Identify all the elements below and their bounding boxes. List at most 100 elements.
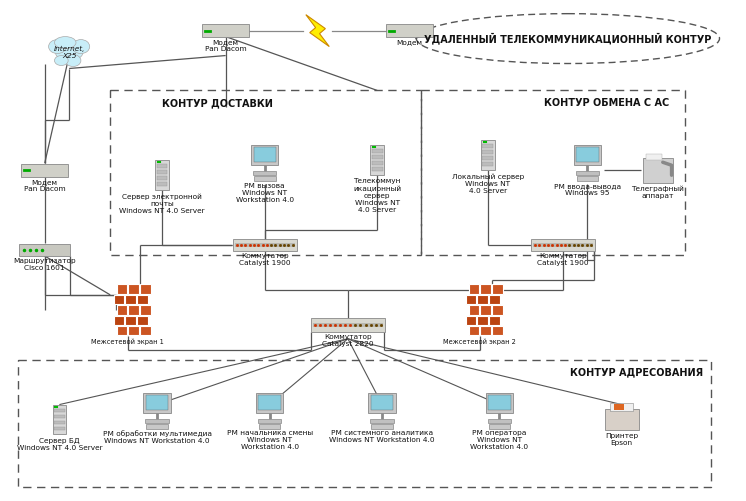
FancyBboxPatch shape — [489, 316, 500, 325]
FancyBboxPatch shape — [489, 423, 510, 428]
FancyBboxPatch shape — [480, 326, 491, 335]
Ellipse shape — [65, 55, 81, 67]
FancyBboxPatch shape — [370, 145, 384, 175]
Text: Коммутатор
Catalyst 1900: Коммутатор Catalyst 1900 — [239, 254, 290, 267]
FancyBboxPatch shape — [259, 423, 280, 428]
FancyBboxPatch shape — [610, 403, 633, 410]
Polygon shape — [306, 15, 329, 47]
FancyBboxPatch shape — [258, 418, 281, 422]
Text: Сервер электронной
почты
Windows NT 4.0 Server: Сервер электронной почты Windows NT 4.0 … — [119, 193, 205, 213]
FancyBboxPatch shape — [140, 305, 151, 315]
Ellipse shape — [48, 40, 66, 54]
FancyBboxPatch shape — [533, 243, 593, 247]
FancyBboxPatch shape — [128, 326, 139, 335]
FancyBboxPatch shape — [54, 420, 65, 424]
Ellipse shape — [54, 37, 76, 49]
Text: РМ ввода-вывода
Windows 95: РМ ввода-вывода Windows 95 — [554, 183, 621, 196]
Text: Принтер
Epson: Принтер Epson — [605, 433, 639, 446]
FancyBboxPatch shape — [54, 414, 65, 418]
Bar — [421, 91, 686, 255]
FancyBboxPatch shape — [466, 295, 477, 304]
FancyBboxPatch shape — [155, 160, 169, 190]
FancyBboxPatch shape — [258, 395, 281, 409]
FancyBboxPatch shape — [113, 316, 125, 325]
FancyBboxPatch shape — [113, 295, 125, 304]
FancyBboxPatch shape — [483, 162, 493, 166]
FancyBboxPatch shape — [137, 295, 148, 304]
FancyBboxPatch shape — [492, 285, 503, 294]
FancyBboxPatch shape — [477, 316, 488, 325]
Text: Телеграфный
аппарат: Телеграфный аппарат — [631, 186, 684, 199]
Text: РМ системного аналитика
Windows NT Workstation 4.0: РМ системного аналитика Windows NT Works… — [329, 430, 435, 443]
FancyBboxPatch shape — [116, 326, 128, 335]
FancyBboxPatch shape — [483, 156, 493, 160]
FancyBboxPatch shape — [146, 395, 169, 409]
FancyBboxPatch shape — [146, 423, 168, 428]
FancyBboxPatch shape — [125, 316, 136, 325]
FancyBboxPatch shape — [140, 326, 151, 335]
FancyBboxPatch shape — [202, 24, 249, 37]
FancyBboxPatch shape — [492, 326, 503, 335]
FancyBboxPatch shape — [576, 171, 599, 175]
FancyBboxPatch shape — [614, 404, 624, 409]
FancyBboxPatch shape — [52, 405, 66, 434]
FancyBboxPatch shape — [483, 150, 493, 154]
FancyBboxPatch shape — [386, 24, 433, 37]
FancyBboxPatch shape — [483, 144, 493, 148]
FancyBboxPatch shape — [251, 145, 278, 165]
Text: РМ обработки мультимедиа
Windows NT Workstation 4.0: РМ обработки мультимедиа Windows NT Work… — [103, 430, 212, 444]
FancyBboxPatch shape — [643, 158, 673, 183]
Text: Internet,
X25: Internet, X25 — [54, 46, 85, 59]
Text: УДАЛЕННЫЙ ТЕЛЕКОММУНИКАЦИОННЫЙ КОНТУР: УДАЛЕННЫЙ ТЕЛЕКОММУНИКАЦИОННЫЙ КОНТУР — [424, 33, 712, 45]
FancyBboxPatch shape — [157, 182, 167, 186]
Text: Локальный сервер
Windows NT
4.0 Server: Локальный сервер Windows NT 4.0 Server — [451, 173, 524, 194]
FancyBboxPatch shape — [137, 316, 148, 325]
FancyBboxPatch shape — [140, 285, 151, 294]
Text: Модем: Модем — [396, 39, 422, 45]
FancyBboxPatch shape — [372, 155, 383, 159]
FancyBboxPatch shape — [116, 285, 128, 294]
FancyBboxPatch shape — [157, 170, 167, 174]
FancyBboxPatch shape — [576, 147, 599, 162]
Text: Межсетевой экран 2: Межсетевой экран 2 — [443, 339, 516, 345]
Ellipse shape — [55, 45, 83, 61]
FancyBboxPatch shape — [488, 395, 511, 409]
FancyBboxPatch shape — [254, 176, 275, 181]
FancyBboxPatch shape — [145, 418, 169, 422]
Bar — [19, 360, 711, 487]
FancyBboxPatch shape — [311, 318, 384, 332]
FancyBboxPatch shape — [254, 147, 276, 162]
FancyBboxPatch shape — [574, 145, 601, 165]
Text: КОНТУР ДОСТАВКИ: КОНТУР ДОСТАВКИ — [162, 98, 273, 108]
FancyBboxPatch shape — [21, 164, 68, 177]
FancyBboxPatch shape — [372, 167, 383, 171]
Text: КОНТУР ОБМЕНА С АС: КОНТУР ОБМЕНА С АС — [545, 98, 670, 108]
FancyBboxPatch shape — [488, 418, 511, 422]
FancyBboxPatch shape — [371, 395, 393, 409]
FancyBboxPatch shape — [313, 323, 383, 327]
FancyBboxPatch shape — [54, 408, 65, 412]
FancyBboxPatch shape — [143, 393, 171, 412]
FancyBboxPatch shape — [157, 164, 167, 168]
Text: РМ вызова
Windows NT
Workstation 4.0: РМ вызова Windows NT Workstation 4.0 — [236, 183, 294, 203]
FancyBboxPatch shape — [481, 140, 495, 170]
FancyBboxPatch shape — [125, 295, 136, 304]
FancyBboxPatch shape — [480, 305, 491, 315]
FancyBboxPatch shape — [489, 295, 500, 304]
Ellipse shape — [54, 56, 68, 66]
Text: РМ оператора
Windows NT
Workstation 4.0: РМ оператора Windows NT Workstation 4.0 — [471, 430, 528, 450]
Text: КОНТУР АДРЕСОВАНИЯ: КОНТУР АДРЕСОВАНИЯ — [570, 368, 703, 378]
FancyBboxPatch shape — [646, 154, 662, 160]
FancyBboxPatch shape — [477, 295, 488, 304]
FancyBboxPatch shape — [370, 418, 394, 422]
FancyBboxPatch shape — [492, 305, 503, 315]
FancyBboxPatch shape — [253, 171, 277, 175]
FancyBboxPatch shape — [486, 393, 513, 412]
FancyBboxPatch shape — [468, 326, 480, 335]
Text: Коммутатор
Catalyst 2820: Коммутатор Catalyst 2820 — [322, 334, 374, 347]
FancyBboxPatch shape — [369, 393, 396, 412]
FancyBboxPatch shape — [531, 238, 595, 252]
FancyBboxPatch shape — [577, 176, 598, 181]
Text: Маршрутизатор
Cisco 1601: Маршрутизатор Cisco 1601 — [13, 259, 76, 272]
Text: Коммутатор
Catalyst 1900: Коммутатор Catalyst 1900 — [537, 254, 589, 267]
